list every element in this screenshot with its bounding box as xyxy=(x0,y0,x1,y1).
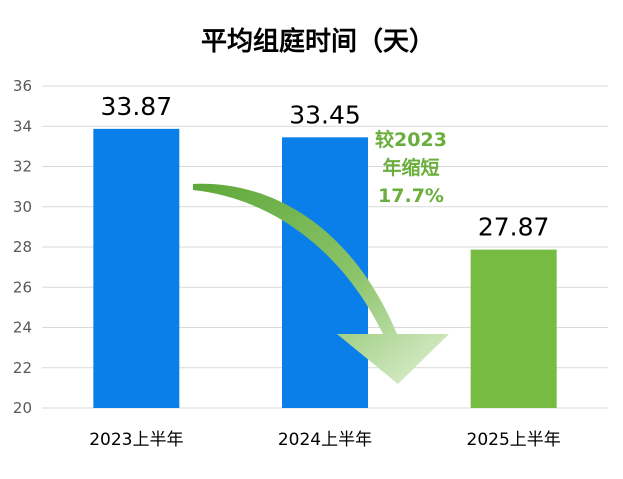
data-label: 33.45 xyxy=(289,100,361,129)
decrease-arrow-icon xyxy=(193,183,449,384)
y-tick-label: 26 xyxy=(13,278,32,296)
y-tick-label: 34 xyxy=(13,117,32,135)
annotation-line: 年缩短 xyxy=(382,156,439,179)
y-tick-label: 30 xyxy=(13,198,32,216)
x-axis-labels: 2023上半年 2024上半年 2025上半年 xyxy=(89,430,561,450)
y-tick-label: 20 xyxy=(13,399,32,417)
x-tick-label: 2025上半年 xyxy=(467,430,561,450)
value-labels: 33.87 33.45 27.87 xyxy=(101,92,550,242)
y-axis-ticks: 20 22 24 26 28 30 32 34 36 xyxy=(13,77,32,417)
annotation: 较2023 年缩短 17.7% xyxy=(375,128,447,207)
y-tick-label: 28 xyxy=(13,238,32,256)
y-tick-label: 22 xyxy=(13,359,32,377)
data-label: 33.87 xyxy=(101,92,173,121)
annotation-line: 较2023 xyxy=(375,128,447,151)
x-tick-label: 2023上半年 xyxy=(89,430,183,450)
data-label: 27.87 xyxy=(478,213,550,242)
y-tick-label: 36 xyxy=(13,77,32,95)
bars xyxy=(93,128,557,408)
annotation-line: 17.7% xyxy=(378,185,444,207)
decrease-arrow xyxy=(193,183,449,384)
x-tick-label: 2024上半年 xyxy=(278,430,372,450)
bar xyxy=(470,249,557,408)
chart-title: 平均组庭时间（天） xyxy=(201,26,435,57)
y-tick-label: 32 xyxy=(13,158,32,176)
bar xyxy=(93,128,180,408)
y-tick-label: 24 xyxy=(13,319,32,337)
